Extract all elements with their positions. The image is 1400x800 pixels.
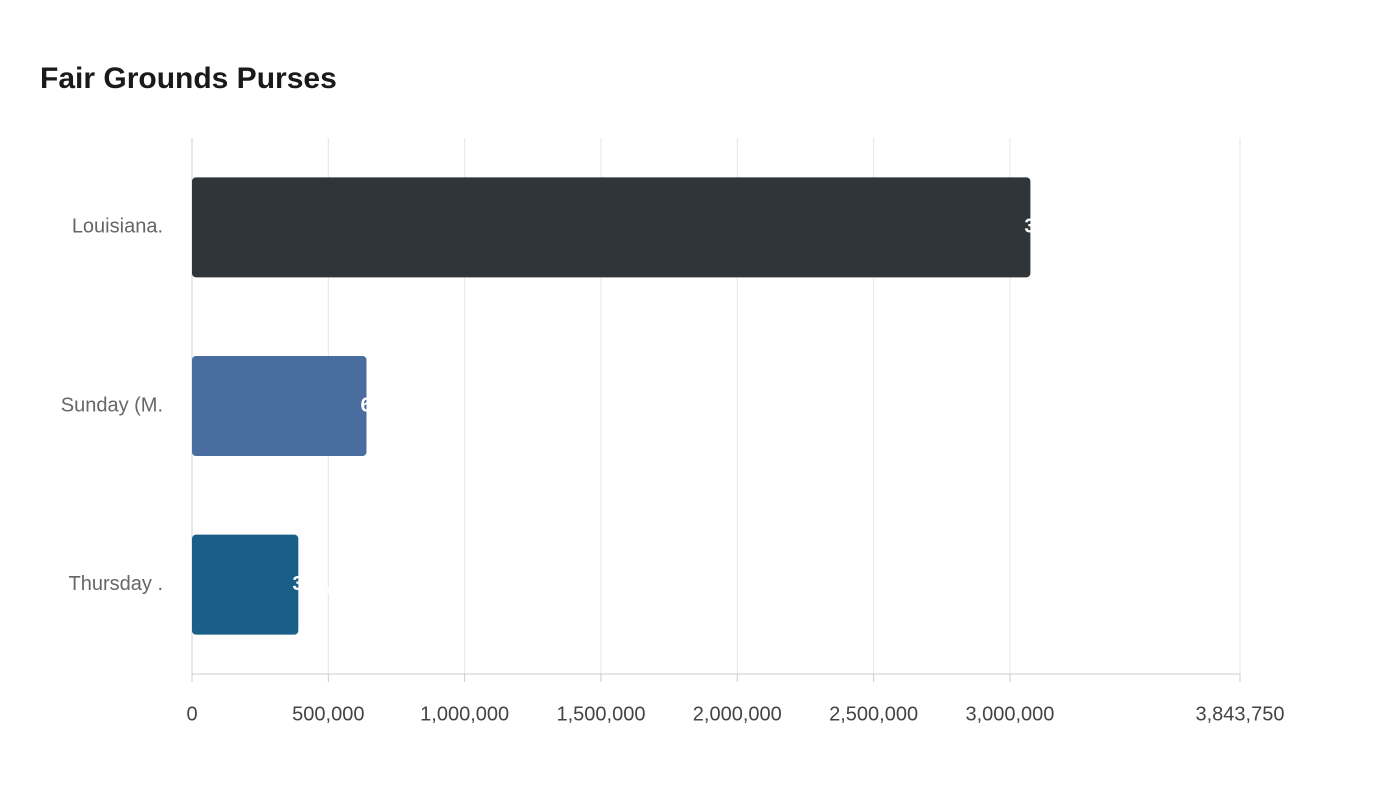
- bar: [192, 356, 367, 456]
- value-label: 390,000: [292, 573, 364, 595]
- y-tick-label: Louisiana.: [72, 216, 163, 238]
- y-tick-label: Thursday .: [69, 573, 163, 595]
- x-tick-label: 2,000,000: [693, 703, 782, 725]
- x-tick-label: 1,500,000: [556, 703, 645, 725]
- bar: [192, 534, 299, 635]
- x-tick-label: 500,000: [292, 703, 364, 725]
- chart-title: Fair Grounds Purses: [40, 62, 337, 95]
- y-tick-label: Sunday (M.: [61, 394, 163, 416]
- value-label: 640,000: [360, 394, 432, 416]
- value-label: 3,075,000: [1024, 216, 1113, 238]
- bar: [192, 177, 1031, 278]
- x-tick-label: 3,843,750: [1196, 703, 1285, 725]
- x-tick-label: 2,500,000: [829, 703, 918, 725]
- x-tick-label: 0: [186, 703, 197, 725]
- x-tick-label: 1,000,000: [420, 703, 509, 725]
- x-tick-label: 3,000,000: [965, 703, 1054, 725]
